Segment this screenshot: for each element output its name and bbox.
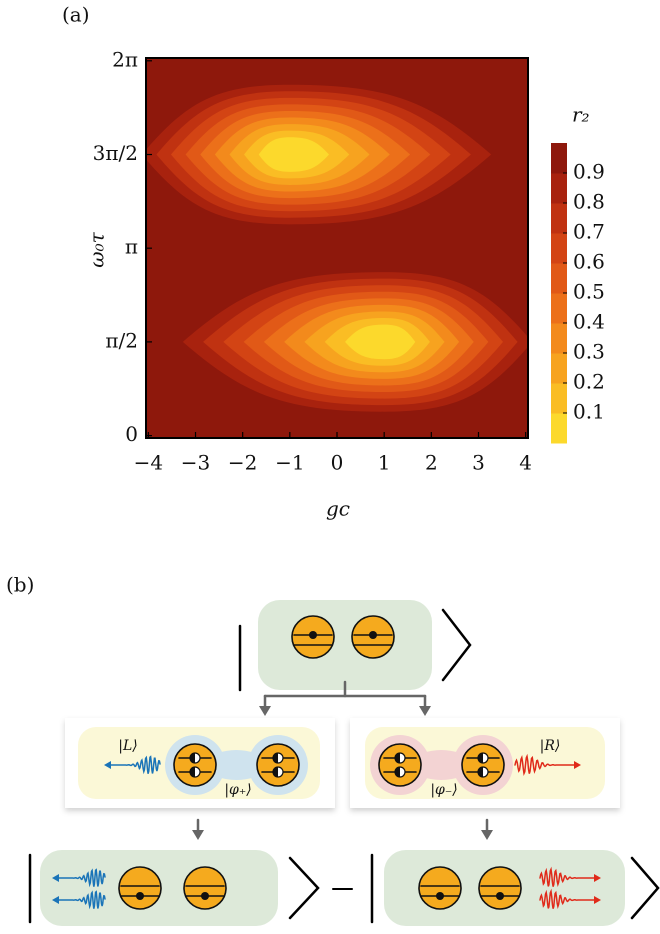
colorbar-label: r₂ (572, 103, 590, 127)
diagram: |L⟩ |φ₊⟩ |R⟩ |φ₋⟩ (30, 600, 658, 926)
colorbar-band (551, 203, 567, 234)
atom-body (184, 867, 226, 909)
y-tick-label: 3π/2 (93, 141, 138, 165)
atom-body (462, 744, 504, 786)
atom-body (174, 744, 216, 786)
atom-body (419, 867, 461, 909)
atom (379, 744, 421, 786)
x-tick-label: −4 (134, 451, 163, 475)
x-tick-label: −2 (228, 451, 257, 475)
x-tick-label: −1 (275, 451, 304, 475)
colorbar-band (551, 143, 567, 174)
electron (496, 892, 504, 900)
atom (479, 867, 521, 909)
x-tick-label: 2 (425, 451, 438, 475)
electron (136, 892, 144, 900)
x-tick-label: 0 (331, 451, 344, 475)
atom (257, 744, 299, 786)
colorbar-band (551, 233, 567, 264)
x-axis-label: gc (326, 497, 350, 521)
x-tick-label: 1 (378, 451, 391, 475)
state-label: |L⟩ (118, 738, 137, 754)
atom (462, 744, 504, 786)
colorbar-band (551, 353, 567, 384)
contour-plot: −4 −3 −2 −1 0 1 2 3 4 0 π/2 π 3π/2 2π 0.1 0.2 0.3 0.4 0.5 0… (93, 47, 605, 474)
x-tick-label: 3 (472, 451, 485, 475)
figure: (a) −4 −3 −2 −1 0 1 2 3 4 0 π/2 π 3π/2 2π 0.1 0.2 0.3 0.4… (0, 0, 660, 930)
colorbar-band (551, 383, 567, 414)
colorbar-tick-label: 0.5 (573, 280, 605, 304)
state-box (258, 600, 432, 690)
colorbar-band (551, 413, 567, 444)
colorbar-tick-label: 0.8 (573, 190, 605, 214)
colorbar-tick-label: 0.7 (573, 220, 605, 244)
contour-field (142, 58, 532, 438)
panel-label: (b) (6, 573, 34, 597)
y-tick-label: 0 (125, 422, 138, 446)
colorbar-band (551, 293, 567, 324)
atom (174, 744, 216, 786)
y-tick-label: π (125, 235, 138, 259)
y-tick-label: 2π (112, 47, 138, 71)
colorbar-band (551, 323, 567, 354)
x-tick-label: 4 (519, 451, 532, 475)
ket-bracket (443, 610, 470, 680)
y-tick-label: π/2 (105, 328, 138, 352)
x-tick-label: −3 (181, 451, 210, 475)
atom-body (379, 744, 421, 786)
state-label: |R⟩ (540, 738, 561, 754)
electron (309, 631, 317, 639)
colorbar-band (551, 263, 567, 294)
electron (201, 892, 209, 900)
atom-body (119, 867, 161, 909)
colorbar-tick-label: 0.9 (573, 160, 605, 184)
atom-body (479, 867, 521, 909)
ket-bracket (290, 858, 318, 918)
atom (184, 867, 226, 909)
electron (369, 631, 377, 639)
colorbar-tick-label: 0.2 (573, 370, 605, 394)
state-label: |φ₊⟩ (224, 782, 251, 798)
panel-label: (a) (62, 3, 90, 27)
atom (119, 867, 161, 909)
colorbar-band (551, 173, 567, 204)
atom (292, 616, 334, 658)
colorbar-tick-label: 0.6 (573, 250, 605, 274)
electron (436, 892, 444, 900)
state-label: |φ₋⟩ (430, 782, 457, 798)
atom (419, 867, 461, 909)
y-axis-label: ω₀τ (85, 231, 109, 267)
colorbar-tick-label: 0.3 (573, 340, 605, 364)
colorbar-tick-label: 0.4 (573, 310, 605, 334)
atom-body (257, 744, 299, 786)
ket-bracket (632, 858, 658, 918)
colorbar-tick-label: 0.1 (573, 400, 605, 424)
atom (352, 616, 394, 658)
